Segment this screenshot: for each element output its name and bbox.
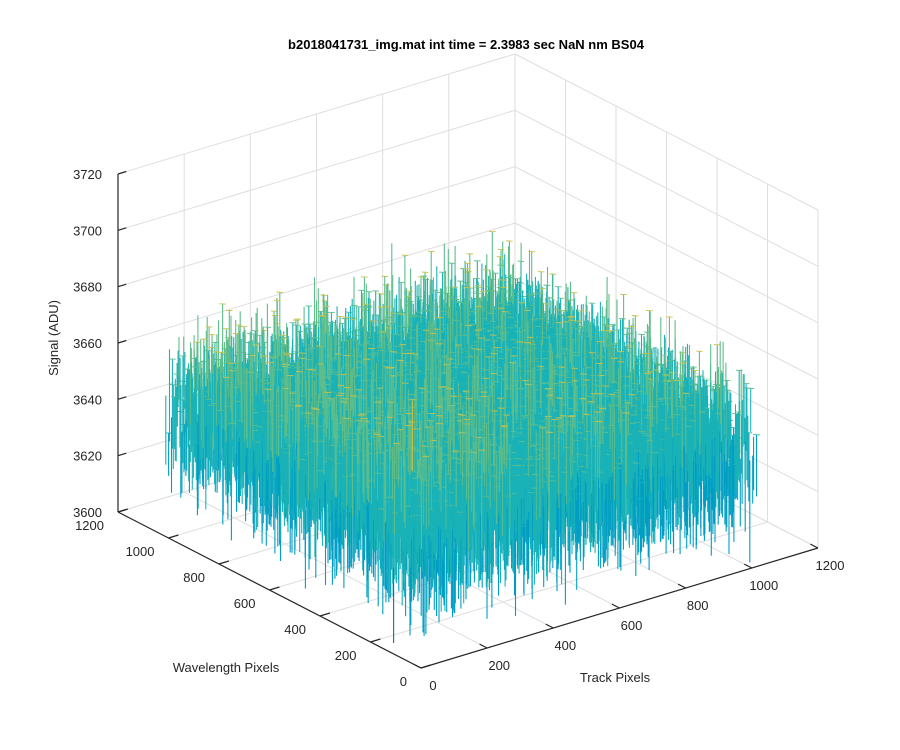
back-wall-gridline <box>117 109 516 231</box>
side-wall-gridline <box>514 53 819 211</box>
back-wall-gridline <box>117 53 516 175</box>
side-wall-gridline <box>514 109 819 267</box>
back-wall-gridline <box>117 222 516 344</box>
side-wall-gridline <box>514 166 819 324</box>
back-wall-gridline <box>117 166 516 288</box>
floor-gridline <box>370 521 768 643</box>
side-wall-gridline <box>514 222 819 380</box>
surface-layer <box>165 230 760 643</box>
